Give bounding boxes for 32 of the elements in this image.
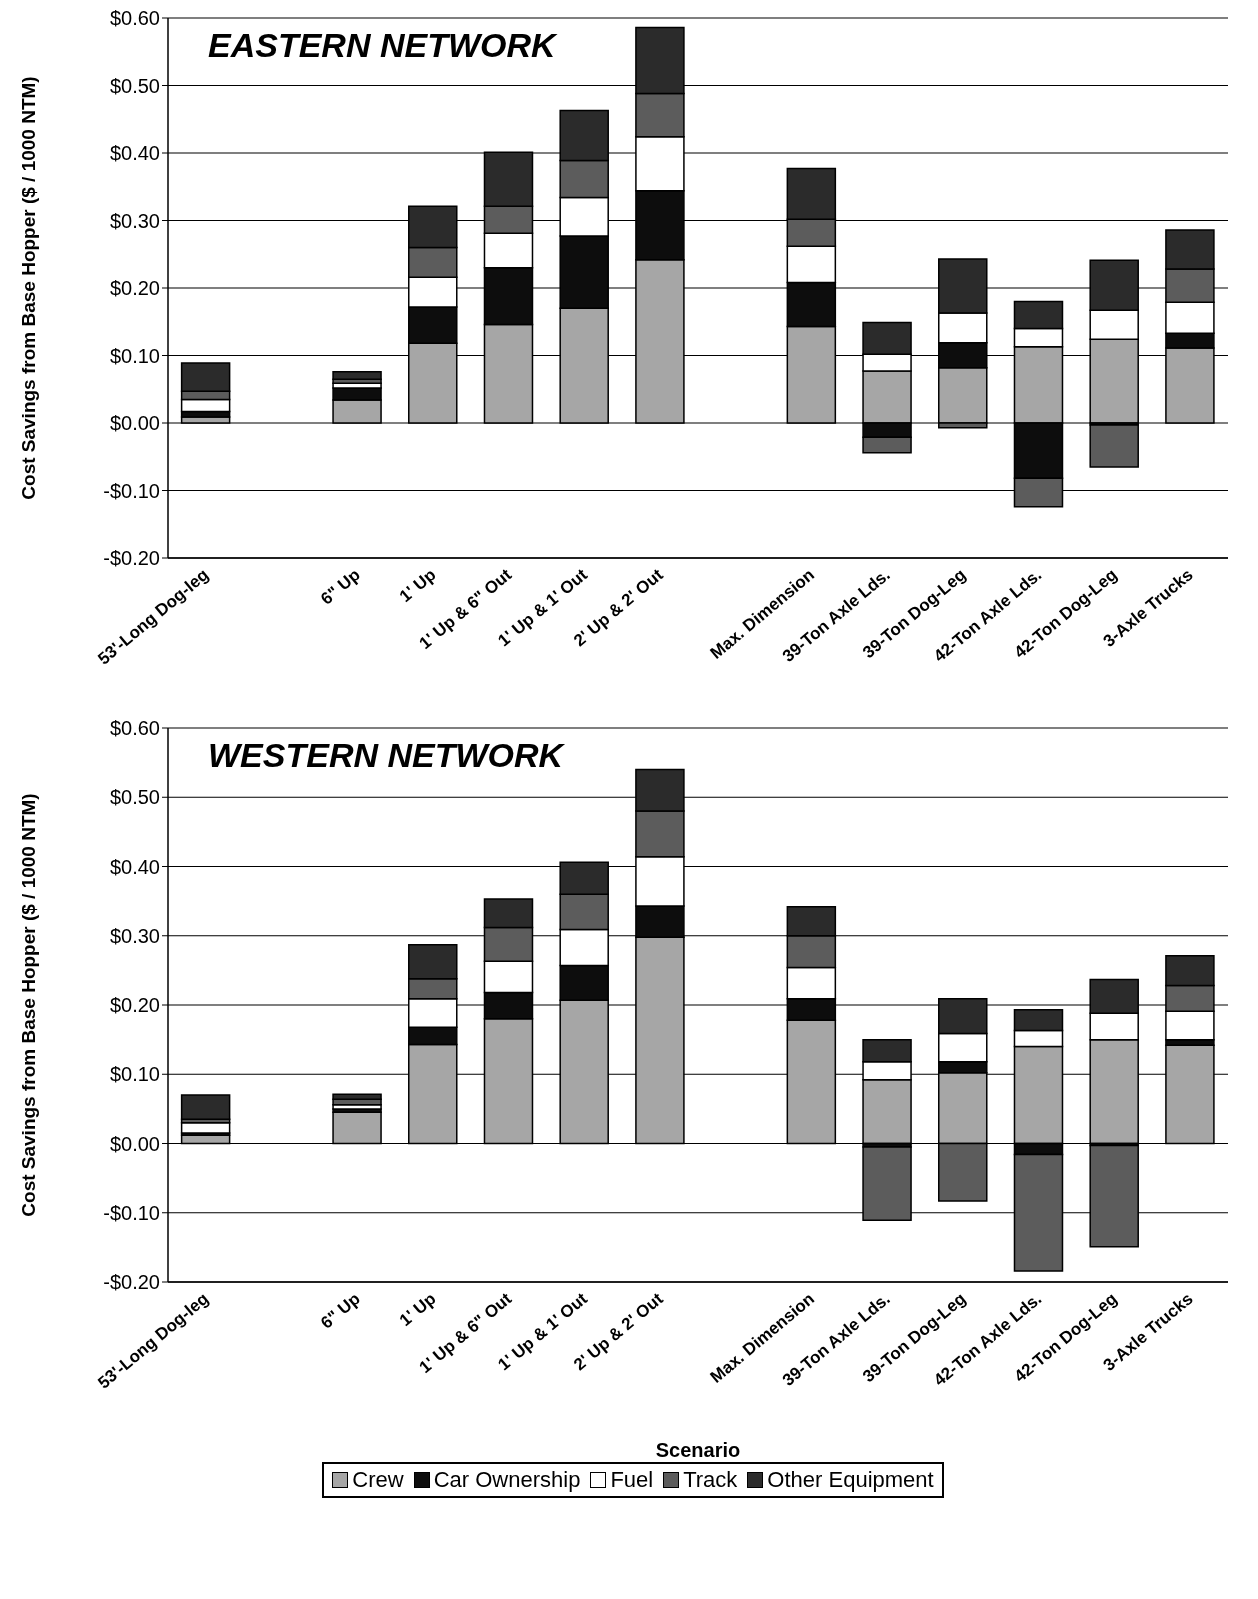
y-tick-label: $0.10 xyxy=(109,344,160,367)
legend-label: Crew xyxy=(352,1467,404,1493)
y-axis-title: Cost Savings from Base Hopper ($ / 1000 NTM) xyxy=(17,793,39,1217)
x-tick-label: 6" Up xyxy=(317,1289,364,1333)
x-tick-label: 1' Up xyxy=(395,565,440,606)
x-tick-label: 1' Up xyxy=(395,1289,440,1330)
y-axis-title: Cost Savings from Base Hopper ($ / 1000 NTM) xyxy=(17,76,39,500)
y-tick-label: $0.50 xyxy=(109,74,160,97)
y-tick-label: $0.20 xyxy=(109,277,160,300)
y-tick-label: -$0.10 xyxy=(103,479,160,502)
x-tick-label: 6" Up xyxy=(317,565,364,609)
y-tick-label: $0.00 xyxy=(109,412,160,435)
y-tick-label: -$0.20 xyxy=(103,1271,160,1294)
y-tick-label: $0.00 xyxy=(109,1132,160,1155)
y-tick-label: $0.60 xyxy=(109,7,160,30)
x-axis-title: Scenario xyxy=(655,1439,741,1461)
legend-label: Fuel xyxy=(610,1467,654,1493)
y-tick-label: $0.40 xyxy=(109,142,160,165)
y-tick-label: $0.30 xyxy=(109,209,160,232)
y-tick-label: $0.40 xyxy=(109,855,160,878)
legend-label: Track xyxy=(683,1467,738,1493)
chart-title: EASTERN NETWORK xyxy=(208,26,556,65)
y-tick-label: -$0.10 xyxy=(103,1201,160,1224)
y-tick-label: $0.30 xyxy=(109,924,160,947)
legend-label: Other Equipment xyxy=(767,1467,934,1493)
legend-label: Car Ownership xyxy=(433,1467,581,1493)
y-tick-label: $0.20 xyxy=(109,994,160,1017)
y-tick-label: $0.50 xyxy=(109,786,160,809)
y-tick-label: -$0.20 xyxy=(103,547,160,570)
y-tick-label: $0.60 xyxy=(109,717,160,740)
y-tick-label: $0.10 xyxy=(109,1063,160,1086)
chart-title: WESTERN NETWORK xyxy=(208,736,564,775)
